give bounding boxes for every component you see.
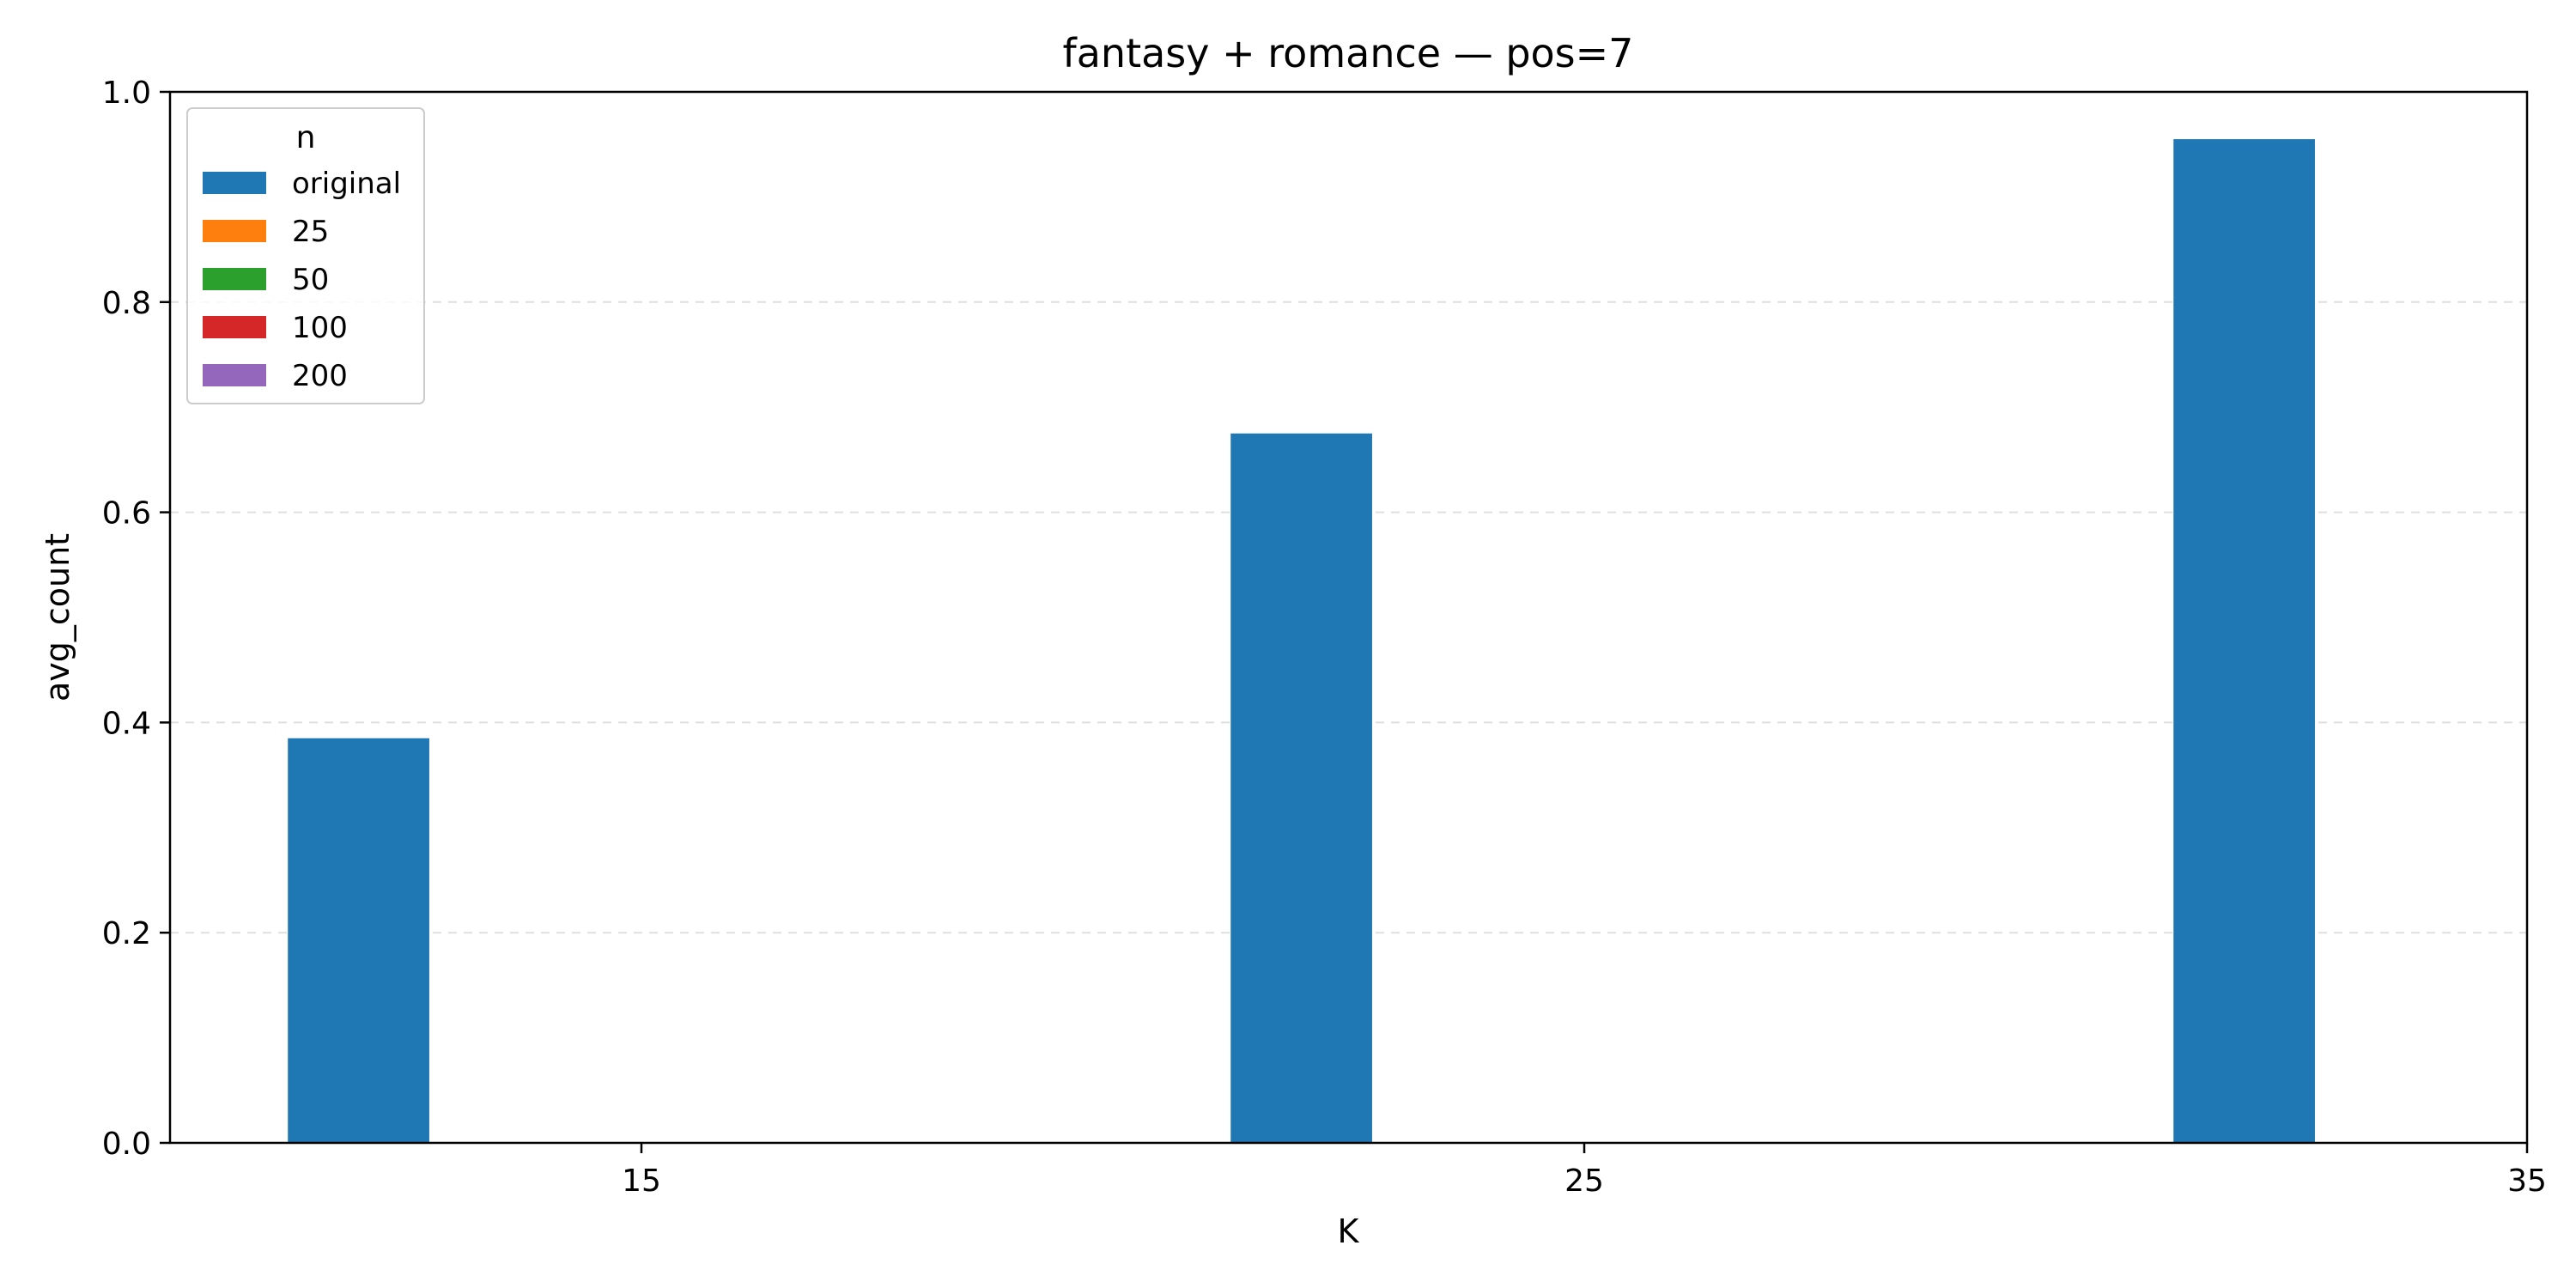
bars [288,139,2315,1144]
y-tick-label: 0.6 [102,496,151,532]
legend-label-50: 50 [292,263,329,297]
legend-label-100: 100 [292,311,348,345]
legend-title: n [296,120,316,155]
legend-label-200: 200 [292,359,348,393]
legend-label-25: 25 [292,215,329,249]
y-tick-label: 0.4 [102,706,151,741]
legend: n original 25 50 100 200 [186,107,425,404]
y-tick-label: 1.0 [102,76,151,111]
x-axis-label: K [1338,1212,1360,1250]
x-tick-label: 35 [2507,1163,2547,1199]
y-tick-label: 0.8 [102,286,151,321]
legend-swatch-original [203,172,266,194]
legend-swatch-100 [203,316,266,338]
legend-swatch-25 [203,220,266,242]
bar-original-k35 [2173,139,2315,1144]
y-tick-label: 0.2 [102,916,151,951]
y-tick-label: 0.0 [102,1127,151,1162]
y-axis-ticks: 0.0 0.2 0.4 0.6 0.8 1.0 [102,76,170,1162]
chart-title: fantasy + romance — pos=7 [1063,30,1634,76]
legend-label-original: original [292,167,401,201]
bar-original-k15 [288,738,429,1143]
x-axis-ticks: 15 25 35 [622,1143,2547,1199]
plot-frame [168,90,2529,1145]
legend-swatch-50 [203,268,266,290]
y-axis-label: avg_count [39,533,76,702]
x-tick-label: 15 [622,1163,661,1199]
legend-swatch-200 [203,364,266,386]
bar-original-k25 [1230,433,1372,1143]
x-tick-label: 25 [1564,1163,1604,1199]
